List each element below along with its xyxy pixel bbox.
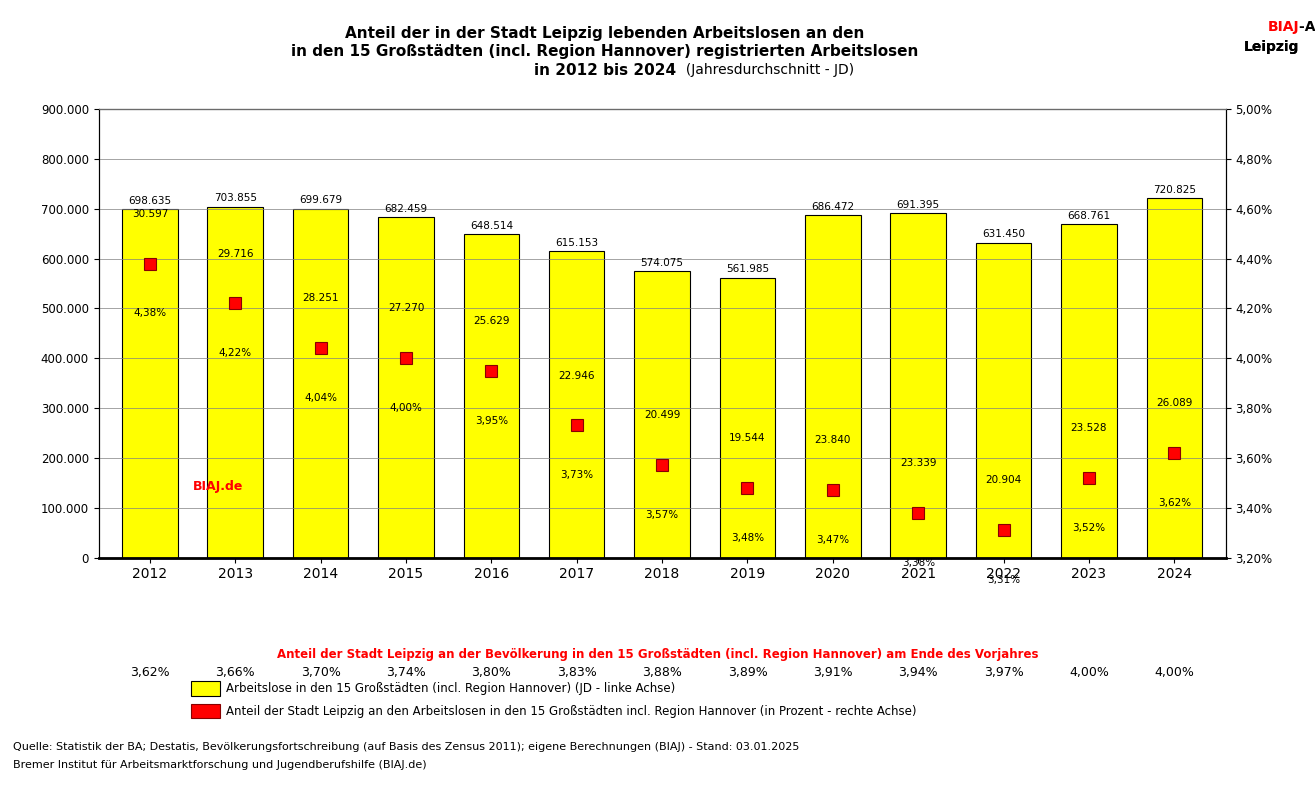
Text: 3,62%: 3,62% <box>1157 498 1191 507</box>
Text: Anteil der Stadt Leipzig an den Arbeitslosen in den 15 Großstädten incl. Region : Anteil der Stadt Leipzig an den Arbeitsl… <box>226 705 917 718</box>
Text: Leipzig: Leipzig <box>1244 40 1299 54</box>
Text: 3,31%: 3,31% <box>988 575 1020 585</box>
Text: Leipzig: Leipzig <box>1244 40 1299 54</box>
Bar <box>548 251 605 558</box>
Text: Bremer Institut für Arbeitsmarktforschung und Jugendberufshilfe (BIAJ.de): Bremer Institut für Arbeitsmarktforschun… <box>13 760 427 769</box>
Bar <box>805 216 860 558</box>
Bar <box>1061 225 1116 558</box>
Text: 3,73%: 3,73% <box>560 470 593 480</box>
Text: 3,97%: 3,97% <box>984 666 1023 679</box>
Text: 615.153: 615.153 <box>555 238 598 247</box>
Text: 4,22%: 4,22% <box>218 348 251 358</box>
Text: 30.597: 30.597 <box>132 208 168 219</box>
Text: 4,04%: 4,04% <box>304 393 337 403</box>
Text: 3,80%: 3,80% <box>471 666 512 679</box>
Bar <box>890 213 945 558</box>
Text: 698.635: 698.635 <box>129 196 171 206</box>
Bar <box>464 234 519 558</box>
Text: 29.716: 29.716 <box>217 249 254 259</box>
Bar <box>976 243 1031 558</box>
Text: 561.985: 561.985 <box>726 264 769 274</box>
Text: 631.450: 631.450 <box>982 229 1026 239</box>
Text: 691.395: 691.395 <box>897 200 940 209</box>
Text: 4,00%: 4,00% <box>389 403 422 413</box>
Text: 23.840: 23.840 <box>815 436 851 445</box>
Text: 3,74%: 3,74% <box>387 666 426 679</box>
Text: 3,66%: 3,66% <box>216 666 255 679</box>
Text: 3,88%: 3,88% <box>642 666 682 679</box>
Text: 3,57%: 3,57% <box>646 510 679 520</box>
Bar <box>293 209 348 558</box>
Text: 25.629: 25.629 <box>473 316 510 326</box>
Bar <box>634 271 690 558</box>
Text: 3,62%: 3,62% <box>130 666 170 679</box>
Text: 682.459: 682.459 <box>384 204 427 214</box>
Text: 19.544: 19.544 <box>730 433 765 443</box>
Text: 22.946: 22.946 <box>559 371 594 381</box>
Bar <box>1147 198 1202 558</box>
Text: 20.499: 20.499 <box>644 410 680 420</box>
Text: 3,89%: 3,89% <box>727 666 768 679</box>
Text: 23.528: 23.528 <box>1070 423 1107 433</box>
Text: 26.089: 26.089 <box>1156 398 1193 408</box>
Text: BIAJ.de: BIAJ.de <box>192 480 243 493</box>
Text: 3,83%: 3,83% <box>556 666 597 679</box>
Text: in den 15 Großstädten (incl. Region Hannover) registrierten Arbeitslosen: in den 15 Großstädten (incl. Region Hann… <box>291 44 919 60</box>
Text: Quelle: Statistik der BA; Destatis, Bevölkerungsfortschreibung (auf Basis des Ze: Quelle: Statistik der BA; Destatis, Bevö… <box>13 742 800 751</box>
Text: 574.075: 574.075 <box>640 258 684 268</box>
Text: 668.761: 668.761 <box>1068 211 1111 221</box>
Text: 699.679: 699.679 <box>299 196 342 205</box>
Text: 720.825: 720.825 <box>1153 185 1195 195</box>
Text: 3,95%: 3,95% <box>475 415 508 426</box>
Text: 20.904: 20.904 <box>985 475 1022 486</box>
Text: 3,70%: 3,70% <box>301 666 341 679</box>
Text: 23.339: 23.339 <box>899 458 936 468</box>
Text: 27.270: 27.270 <box>388 303 425 314</box>
Text: 648.514: 648.514 <box>469 221 513 231</box>
Text: 3,48%: 3,48% <box>731 532 764 543</box>
Text: 4,00%: 4,00% <box>1069 666 1109 679</box>
Text: 4,38%: 4,38% <box>133 309 167 318</box>
Text: 3,38%: 3,38% <box>902 558 935 567</box>
Text: 28.251: 28.251 <box>302 293 339 303</box>
Text: in 2012 bis 2024: in 2012 bis 2024 <box>534 63 676 78</box>
Text: Arbeitslose in den 15 Großstädten (incl. Region Hannover) (JD - linke Achse): Arbeitslose in den 15 Großstädten (incl.… <box>226 682 676 695</box>
Text: 4,00%: 4,00% <box>1155 666 1194 679</box>
Bar <box>379 217 434 558</box>
Text: (Jahresdurchschnitt - JD): (Jahresdurchschnitt - JD) <box>677 63 855 77</box>
Bar <box>719 277 776 558</box>
Text: 3,94%: 3,94% <box>898 666 938 679</box>
Text: 3,52%: 3,52% <box>1073 523 1106 532</box>
Text: BIAJ: BIAJ <box>1268 20 1299 34</box>
Text: 3,47%: 3,47% <box>817 535 849 545</box>
Text: 686.472: 686.472 <box>811 202 855 212</box>
Bar <box>208 207 263 558</box>
Text: -Abb. 10: -Abb. 10 <box>1299 20 1315 34</box>
Text: 703.855: 703.855 <box>214 193 256 204</box>
Text: Anteil der in der Stadt Leipzig lebenden Arbeitslosen an den: Anteil der in der Stadt Leipzig lebenden… <box>346 26 864 41</box>
Text: Anteil der Stadt Leipzig an der Bevölkerung in den 15 Großstädten (incl. Region : Anteil der Stadt Leipzig an der Bevölker… <box>276 648 1039 661</box>
Bar <box>122 209 178 558</box>
Text: 3,91%: 3,91% <box>813 666 852 679</box>
